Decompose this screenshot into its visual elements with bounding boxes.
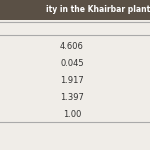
Text: 4.606: 4.606 bbox=[60, 42, 84, 51]
Text: 1.397: 1.397 bbox=[60, 93, 84, 102]
Bar bbox=[0, 0, 150, 20]
Text: 1.00: 1.00 bbox=[63, 110, 81, 119]
Text: ity in the Khairbar planta: ity in the Khairbar planta bbox=[45, 6, 150, 15]
Text: 0.045: 0.045 bbox=[60, 59, 84, 68]
Text: 1.917: 1.917 bbox=[60, 76, 84, 85]
